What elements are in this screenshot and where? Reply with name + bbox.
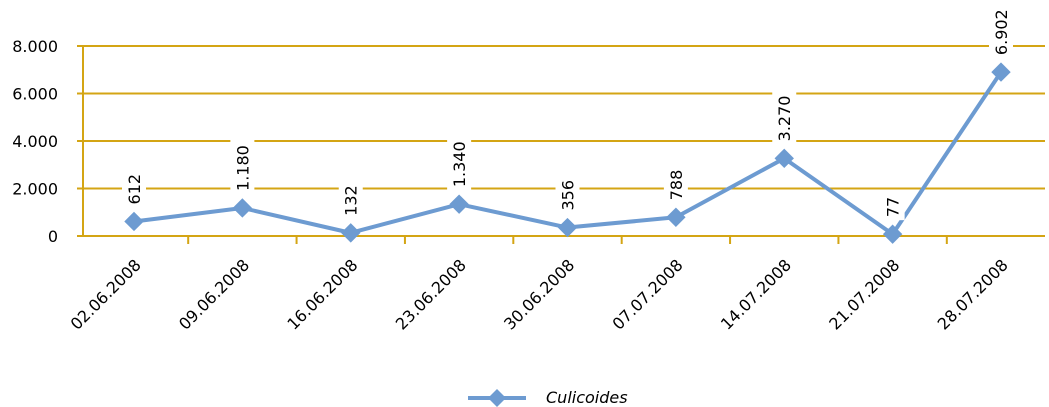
data-label: 356 <box>559 180 578 211</box>
axes <box>77 45 1045 244</box>
x-axis-tick-labels: 02.06.2008 09.06.2008 16.06.2008 23.06.2008… <box>67 255 1012 333</box>
data-label: 6.902 <box>992 9 1011 55</box>
data-label-group: 6.902 <box>989 2 1013 59</box>
data-label-group: 1.340 <box>447 134 472 191</box>
data-label: 3.270 <box>775 96 794 142</box>
data-label-background <box>447 134 472 191</box>
x-tick-label: 02.06.2008 <box>67 255 145 333</box>
data-label-group: 612 <box>122 171 146 208</box>
series-marker <box>341 223 361 243</box>
data-label: 1.340 <box>450 141 469 187</box>
gridlines <box>83 45 1045 190</box>
y-tick-label: 2.000 <box>12 180 58 199</box>
legend: Culicoides <box>468 388 628 407</box>
data-label-group: 788 <box>663 167 688 204</box>
series-marker <box>882 224 903 244</box>
x-tick-label: 23.06.2008 <box>392 255 470 333</box>
data-label-group: 3.270 <box>772 88 797 145</box>
legend-diamond-marker <box>488 389 506 407</box>
series-marker <box>666 207 686 227</box>
series-marker <box>449 194 469 214</box>
x-tick-label: 28.07.2008 <box>934 255 1012 333</box>
data-labels: 612 1.180 132 1.340 356 788 3.270 77 6.902 <box>122 2 1013 221</box>
series-marker <box>557 217 578 238</box>
y-tick-label: 4.000 <box>12 132 58 151</box>
y-tick-label: 6.000 <box>12 85 58 104</box>
data-label-background <box>122 171 146 208</box>
data-label-background <box>880 194 905 221</box>
data-label-background <box>555 177 580 214</box>
data-label-background <box>663 167 688 204</box>
data-label-group: 132 <box>338 182 363 219</box>
data-label-group: 1.180 <box>230 137 255 194</box>
legend-label: Culicoides <box>546 388 628 407</box>
data-label: 132 <box>342 185 361 216</box>
data-label: 1.180 <box>233 145 252 191</box>
x-tick-label: 14.07.2008 <box>717 255 795 333</box>
x-tick-label: 21.07.2008 <box>825 255 903 333</box>
data-label-background <box>772 88 797 145</box>
data-label-group: 77 <box>880 194 905 221</box>
x-tick-label: 16.06.2008 <box>283 255 361 333</box>
data-label-background <box>338 182 363 219</box>
y-tick-label: 8.000 <box>12 37 58 56</box>
data-label-background <box>989 2 1013 59</box>
y-axis-tick-labels: 0 2.000 4.000 6.000 8.000 <box>12 37 58 246</box>
series-culicoides <box>124 62 1011 244</box>
data-label-background <box>230 137 255 194</box>
series-marker <box>774 148 794 169</box>
data-label: 612 <box>125 174 144 205</box>
x-tick-label: 30.06.2008 <box>500 255 578 333</box>
data-label-group: 356 <box>555 177 580 214</box>
data-label: 77 <box>884 197 903 217</box>
series-marker <box>232 198 253 218</box>
y-tick-label: 0 <box>48 227 58 246</box>
series-marker <box>991 62 1011 82</box>
x-tick-label: 09.06.2008 <box>175 255 253 333</box>
series-marker <box>124 211 144 232</box>
x-tick-label: 07.07.2008 <box>608 255 686 333</box>
data-label: 788 <box>667 170 686 201</box>
